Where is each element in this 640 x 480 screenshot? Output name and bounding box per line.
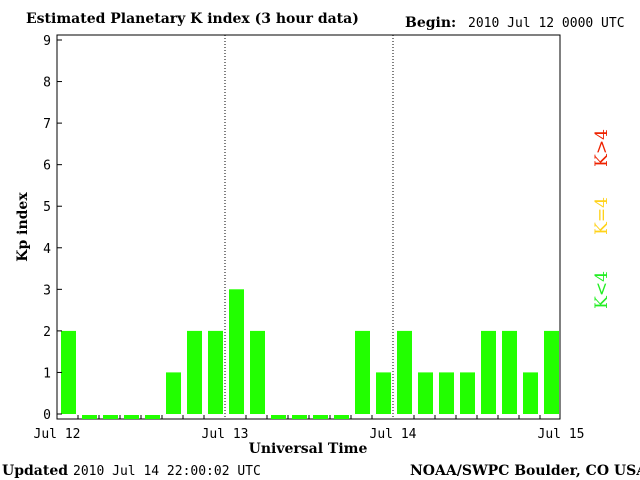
x-tick-label-1: Jul 13 [202,427,249,442]
bar-16 [397,330,412,414]
bar-17 [418,372,433,414]
credit-text: NOAA/SWPC Boulder, CO USA [410,463,640,479]
updated-label: Updated [2,463,68,479]
legend-item-2: K>4 [592,129,612,167]
bar-5 [166,372,181,414]
y-tick-label-7: 7 [43,117,51,132]
bar-21 [502,330,517,414]
begin-label: Begin: [405,15,456,31]
y-tick-label-9: 9 [43,34,51,49]
bar-1 [82,415,97,419]
y-tick-label-3: 3 [43,283,51,298]
bar-18 [439,372,454,414]
bar-4 [145,415,160,419]
legend-item-1: K=4 [592,197,612,235]
y-tick-label-1: 1 [43,366,51,381]
y-tick-label-2: 2 [43,325,51,340]
bar-series [61,289,559,419]
y-axis-ticks: 0 1 2 3 4 5 6 7 8 9 [43,34,62,423]
y-axis-label: Kp index [15,192,31,262]
bar-8 [229,289,244,414]
bar-22 [523,372,538,414]
x-tick-label-2: Jul 14 [370,427,417,442]
bar-9 [250,330,265,414]
bar-6 [187,330,202,414]
bar-19 [460,372,475,414]
bar-13 [334,415,349,419]
bar-15 [376,372,391,414]
y-tick-label-8: 8 [43,76,51,91]
bar-0 [61,330,76,414]
y-tick-label-0: 0 [43,408,51,423]
bar-10 [271,415,286,419]
chart-title: Estimated Planetary K index (3 hour data… [26,11,359,27]
legend-item-0: K<4 [592,271,612,309]
x-axis-ticks: Jul 12 Jul 13 Jul 14 Jul 15 [34,415,585,442]
x-tick-label-3: Jul 15 [538,427,585,442]
bar-20 [481,330,496,414]
bar-12 [313,415,328,419]
x-tick-label-0: Jul 12 [34,427,81,442]
updated-value: 2010 Jul 14 22:00:02 UTC [73,464,261,479]
bar-14 [355,330,370,414]
x-axis-label: Universal Time [249,441,368,457]
y-tick-label-5: 5 [43,200,51,215]
legend: K<4 K=4 K>4 [592,129,612,309]
bar-23 [544,330,559,414]
bar-2 [103,415,118,419]
bar-11 [292,415,307,419]
y-tick-label-6: 6 [43,159,51,174]
bar-7 [208,330,223,414]
begin-value: 2010 Jul 12 0000 UTC [468,16,625,31]
y-tick-label-4: 4 [43,242,51,257]
bar-3 [124,415,139,419]
